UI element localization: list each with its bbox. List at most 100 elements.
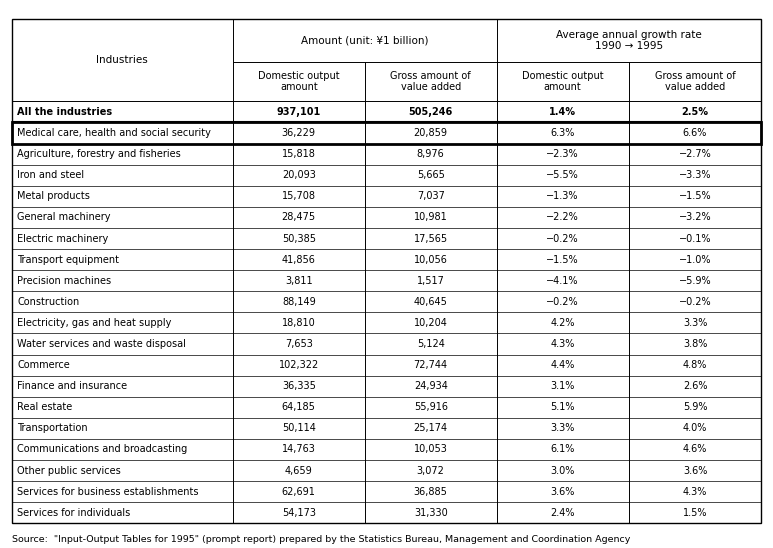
Text: 15,818: 15,818 (282, 149, 315, 159)
Text: 1.4%: 1.4% (549, 107, 576, 117)
Text: 64,185: 64,185 (282, 402, 315, 412)
Text: −0.2%: −0.2% (679, 297, 711, 307)
Text: Commerce: Commerce (17, 360, 70, 370)
Text: −2.2%: −2.2% (547, 213, 579, 222)
Text: Real estate: Real estate (17, 402, 72, 412)
Text: 41,856: 41,856 (282, 255, 315, 265)
Text: Communications and broadcasting: Communications and broadcasting (17, 444, 187, 454)
Text: 3.3%: 3.3% (683, 318, 707, 328)
Text: 7,653: 7,653 (284, 339, 313, 349)
Text: Electricity, gas and heat supply: Electricity, gas and heat supply (17, 318, 172, 328)
Text: 4.4%: 4.4% (550, 360, 575, 370)
Text: 88,149: 88,149 (282, 297, 315, 307)
Text: Transportation: Transportation (17, 424, 87, 433)
Text: 55,916: 55,916 (414, 402, 448, 412)
Text: General machinery: General machinery (17, 213, 111, 222)
Text: 3.6%: 3.6% (683, 466, 707, 476)
Text: 2.4%: 2.4% (550, 508, 575, 518)
Text: 10,056: 10,056 (414, 255, 448, 265)
Text: 4.3%: 4.3% (683, 487, 707, 496)
Text: 4.6%: 4.6% (683, 444, 707, 454)
Text: 17,565: 17,565 (414, 233, 448, 243)
Text: 54,173: 54,173 (282, 508, 316, 518)
Text: 10,981: 10,981 (414, 213, 448, 222)
Text: Domestic output
amount: Domestic output amount (522, 71, 604, 93)
Text: 72,744: 72,744 (414, 360, 448, 370)
Text: Medical care, health and social security: Medical care, health and social security (17, 128, 211, 138)
Text: −4.1%: −4.1% (547, 276, 579, 286)
Text: Construction: Construction (17, 297, 80, 307)
Text: 5,124: 5,124 (417, 339, 444, 349)
Text: 28,475: 28,475 (281, 213, 316, 222)
Text: 3,072: 3,072 (417, 466, 444, 476)
Text: 20,859: 20,859 (414, 128, 448, 138)
Text: 5.1%: 5.1% (550, 402, 575, 412)
Text: Average annual growth rate
1990 → 1995: Average annual growth rate 1990 → 1995 (557, 30, 702, 52)
Text: −3.3%: −3.3% (679, 170, 711, 180)
Text: 505,246: 505,246 (409, 107, 453, 117)
Text: 7,037: 7,037 (417, 191, 444, 201)
Text: 40,645: 40,645 (414, 297, 448, 307)
Text: −1.3%: −1.3% (547, 191, 579, 201)
Text: Iron and steel: Iron and steel (17, 170, 84, 180)
Text: Other public services: Other public services (17, 466, 121, 476)
Text: 937,101: 937,101 (277, 107, 321, 117)
Text: −1.5%: −1.5% (547, 255, 579, 265)
Text: 31,330: 31,330 (414, 508, 448, 518)
Text: 2.5%: 2.5% (682, 107, 709, 117)
Text: 6.6%: 6.6% (683, 128, 707, 138)
Text: 20,093: 20,093 (282, 170, 315, 180)
Text: 3,811: 3,811 (285, 276, 312, 286)
Text: 62,691: 62,691 (282, 487, 315, 496)
Text: −0.1%: −0.1% (679, 233, 711, 243)
Text: 1.5%: 1.5% (683, 508, 707, 518)
Text: −3.2%: −3.2% (679, 213, 711, 222)
Text: −1.5%: −1.5% (679, 191, 711, 201)
Text: 3.3%: 3.3% (550, 424, 575, 433)
Text: −5.9%: −5.9% (679, 276, 711, 286)
Text: −0.2%: −0.2% (547, 233, 579, 243)
Text: Source:  "Input-Output Tables for 1995" (prompt report) prepared by the Statisti: Source: "Input-Output Tables for 1995" (… (12, 535, 630, 544)
Text: 50,114: 50,114 (282, 424, 315, 433)
Text: 4.0%: 4.0% (683, 424, 707, 433)
Text: Metal products: Metal products (17, 191, 90, 201)
Text: 6.1%: 6.1% (550, 444, 575, 454)
Text: 5,665: 5,665 (417, 170, 444, 180)
Text: Finance and insurance: Finance and insurance (17, 381, 127, 391)
Text: Services for business establishments: Services for business establishments (17, 487, 199, 496)
Text: 36,885: 36,885 (414, 487, 448, 496)
Text: Agriculture, forestry and fisheries: Agriculture, forestry and fisheries (17, 149, 181, 159)
Text: 6.3%: 6.3% (550, 128, 575, 138)
Text: 3.0%: 3.0% (550, 466, 575, 476)
Bar (12, 122, 761, 144)
Text: 36,335: 36,335 (282, 381, 315, 391)
Text: −2.7%: −2.7% (679, 149, 711, 159)
Text: 3.8%: 3.8% (683, 339, 707, 349)
Text: 10,053: 10,053 (414, 444, 448, 454)
Text: 14,763: 14,763 (282, 444, 315, 454)
Text: −2.3%: −2.3% (547, 149, 579, 159)
Text: 10,204: 10,204 (414, 318, 448, 328)
Text: 36,229: 36,229 (282, 128, 316, 138)
Text: 4.2%: 4.2% (550, 318, 575, 328)
Text: 4,659: 4,659 (285, 466, 312, 476)
Text: 25,174: 25,174 (414, 424, 448, 433)
Text: Transport equipment: Transport equipment (17, 255, 119, 265)
Text: 24,934: 24,934 (414, 381, 448, 391)
Text: All the industries: All the industries (17, 107, 112, 117)
Text: 3.1%: 3.1% (550, 381, 575, 391)
Text: Precision machines: Precision machines (17, 276, 111, 286)
Text: 8,976: 8,976 (417, 149, 444, 159)
Text: Services for individuals: Services for individuals (17, 508, 131, 518)
Text: 3.6%: 3.6% (550, 487, 575, 496)
Text: −5.5%: −5.5% (547, 170, 579, 180)
Text: Industries: Industries (97, 55, 148, 65)
Text: Water services and waste disposal: Water services and waste disposal (17, 339, 186, 349)
Text: 15,708: 15,708 (282, 191, 316, 201)
Text: Gross amount of
value added: Gross amount of value added (655, 71, 735, 93)
Text: 4.3%: 4.3% (550, 339, 575, 349)
Text: 18,810: 18,810 (282, 318, 315, 328)
Text: 2.6%: 2.6% (683, 381, 707, 391)
Text: 102,322: 102,322 (278, 360, 319, 370)
Text: Amount (unit: ¥1 billion): Amount (unit: ¥1 billion) (301, 36, 428, 45)
